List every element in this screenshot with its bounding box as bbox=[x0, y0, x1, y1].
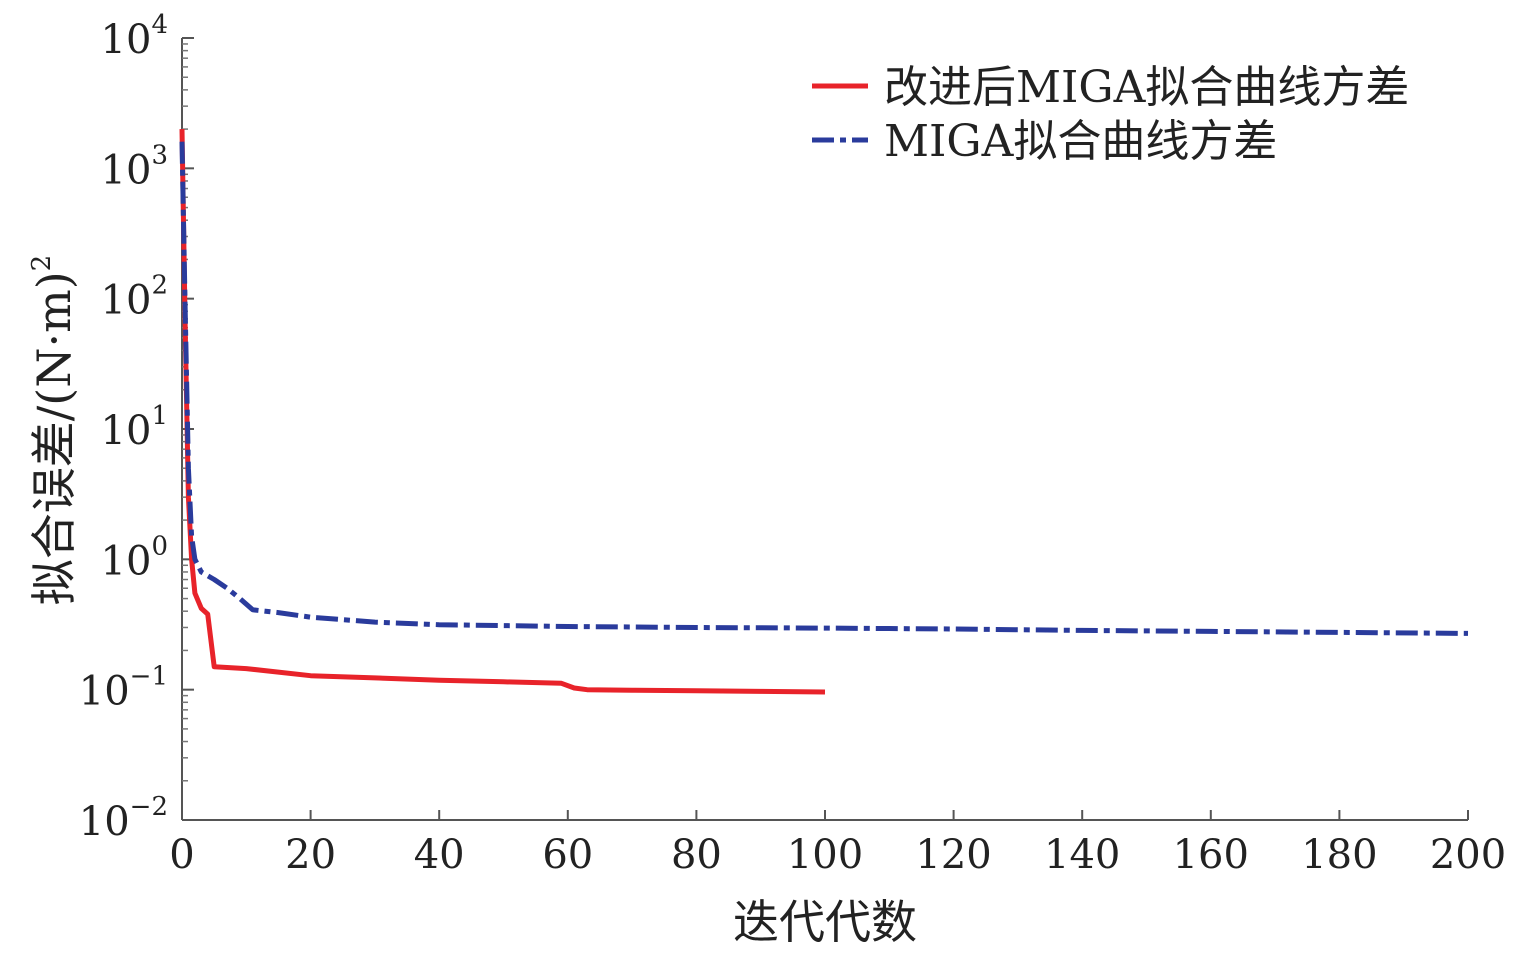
y-axis-title-sup: 2 bbox=[27, 255, 57, 272]
y-axis-title: 拟合误差/(N·m)2 bbox=[27, 255, 81, 605]
y-tick-label: 104 bbox=[101, 10, 168, 63]
x-tick-label: 40 bbox=[414, 832, 465, 878]
x-ticks: 0 20 40 60 80 100 120 140 160 180 200 bbox=[169, 810, 1506, 878]
y-tick-label: 102 bbox=[101, 271, 168, 324]
legend-label-miga: MIGA拟合曲线方差 bbox=[884, 116, 1277, 167]
series-layer bbox=[179, 129, 1469, 695]
x-tick-label: 80 bbox=[671, 832, 722, 878]
x-tick-label: 20 bbox=[285, 832, 336, 878]
y-tick-label: 101 bbox=[101, 401, 168, 454]
y-tick-label: 10−2 bbox=[79, 792, 168, 845]
series-line-miga bbox=[179, 141, 1469, 636]
x-tick-label: 140 bbox=[1044, 832, 1120, 878]
y-ticks: 10−2 10−1 100 101 102 103 104 bbox=[79, 10, 194, 845]
legend-label-improved-miga: 改进后MIGA拟合曲线方差 bbox=[884, 62, 1409, 113]
y-axis-title-main: 拟合误差/(N·m) bbox=[27, 271, 81, 605]
y-tick-label: 103 bbox=[101, 140, 168, 193]
x-tick-label: 180 bbox=[1301, 832, 1377, 878]
legend: 改进后MIGA拟合曲线方差 MIGA拟合曲线方差 bbox=[812, 62, 1409, 167]
series-line-improved-miga bbox=[179, 129, 826, 695]
x-tick-label: 0 bbox=[169, 832, 194, 878]
x-tick-label: 100 bbox=[787, 832, 863, 878]
x-tick-label: 120 bbox=[915, 832, 991, 878]
y-tick-label: 10−1 bbox=[79, 662, 168, 715]
x-axis-title: 迭代代数 bbox=[733, 895, 917, 949]
x-tick-label: 160 bbox=[1173, 832, 1249, 878]
y-tick-label: 100 bbox=[101, 531, 168, 584]
x-tick-label: 200 bbox=[1430, 832, 1506, 878]
x-tick-label: 60 bbox=[542, 832, 593, 878]
